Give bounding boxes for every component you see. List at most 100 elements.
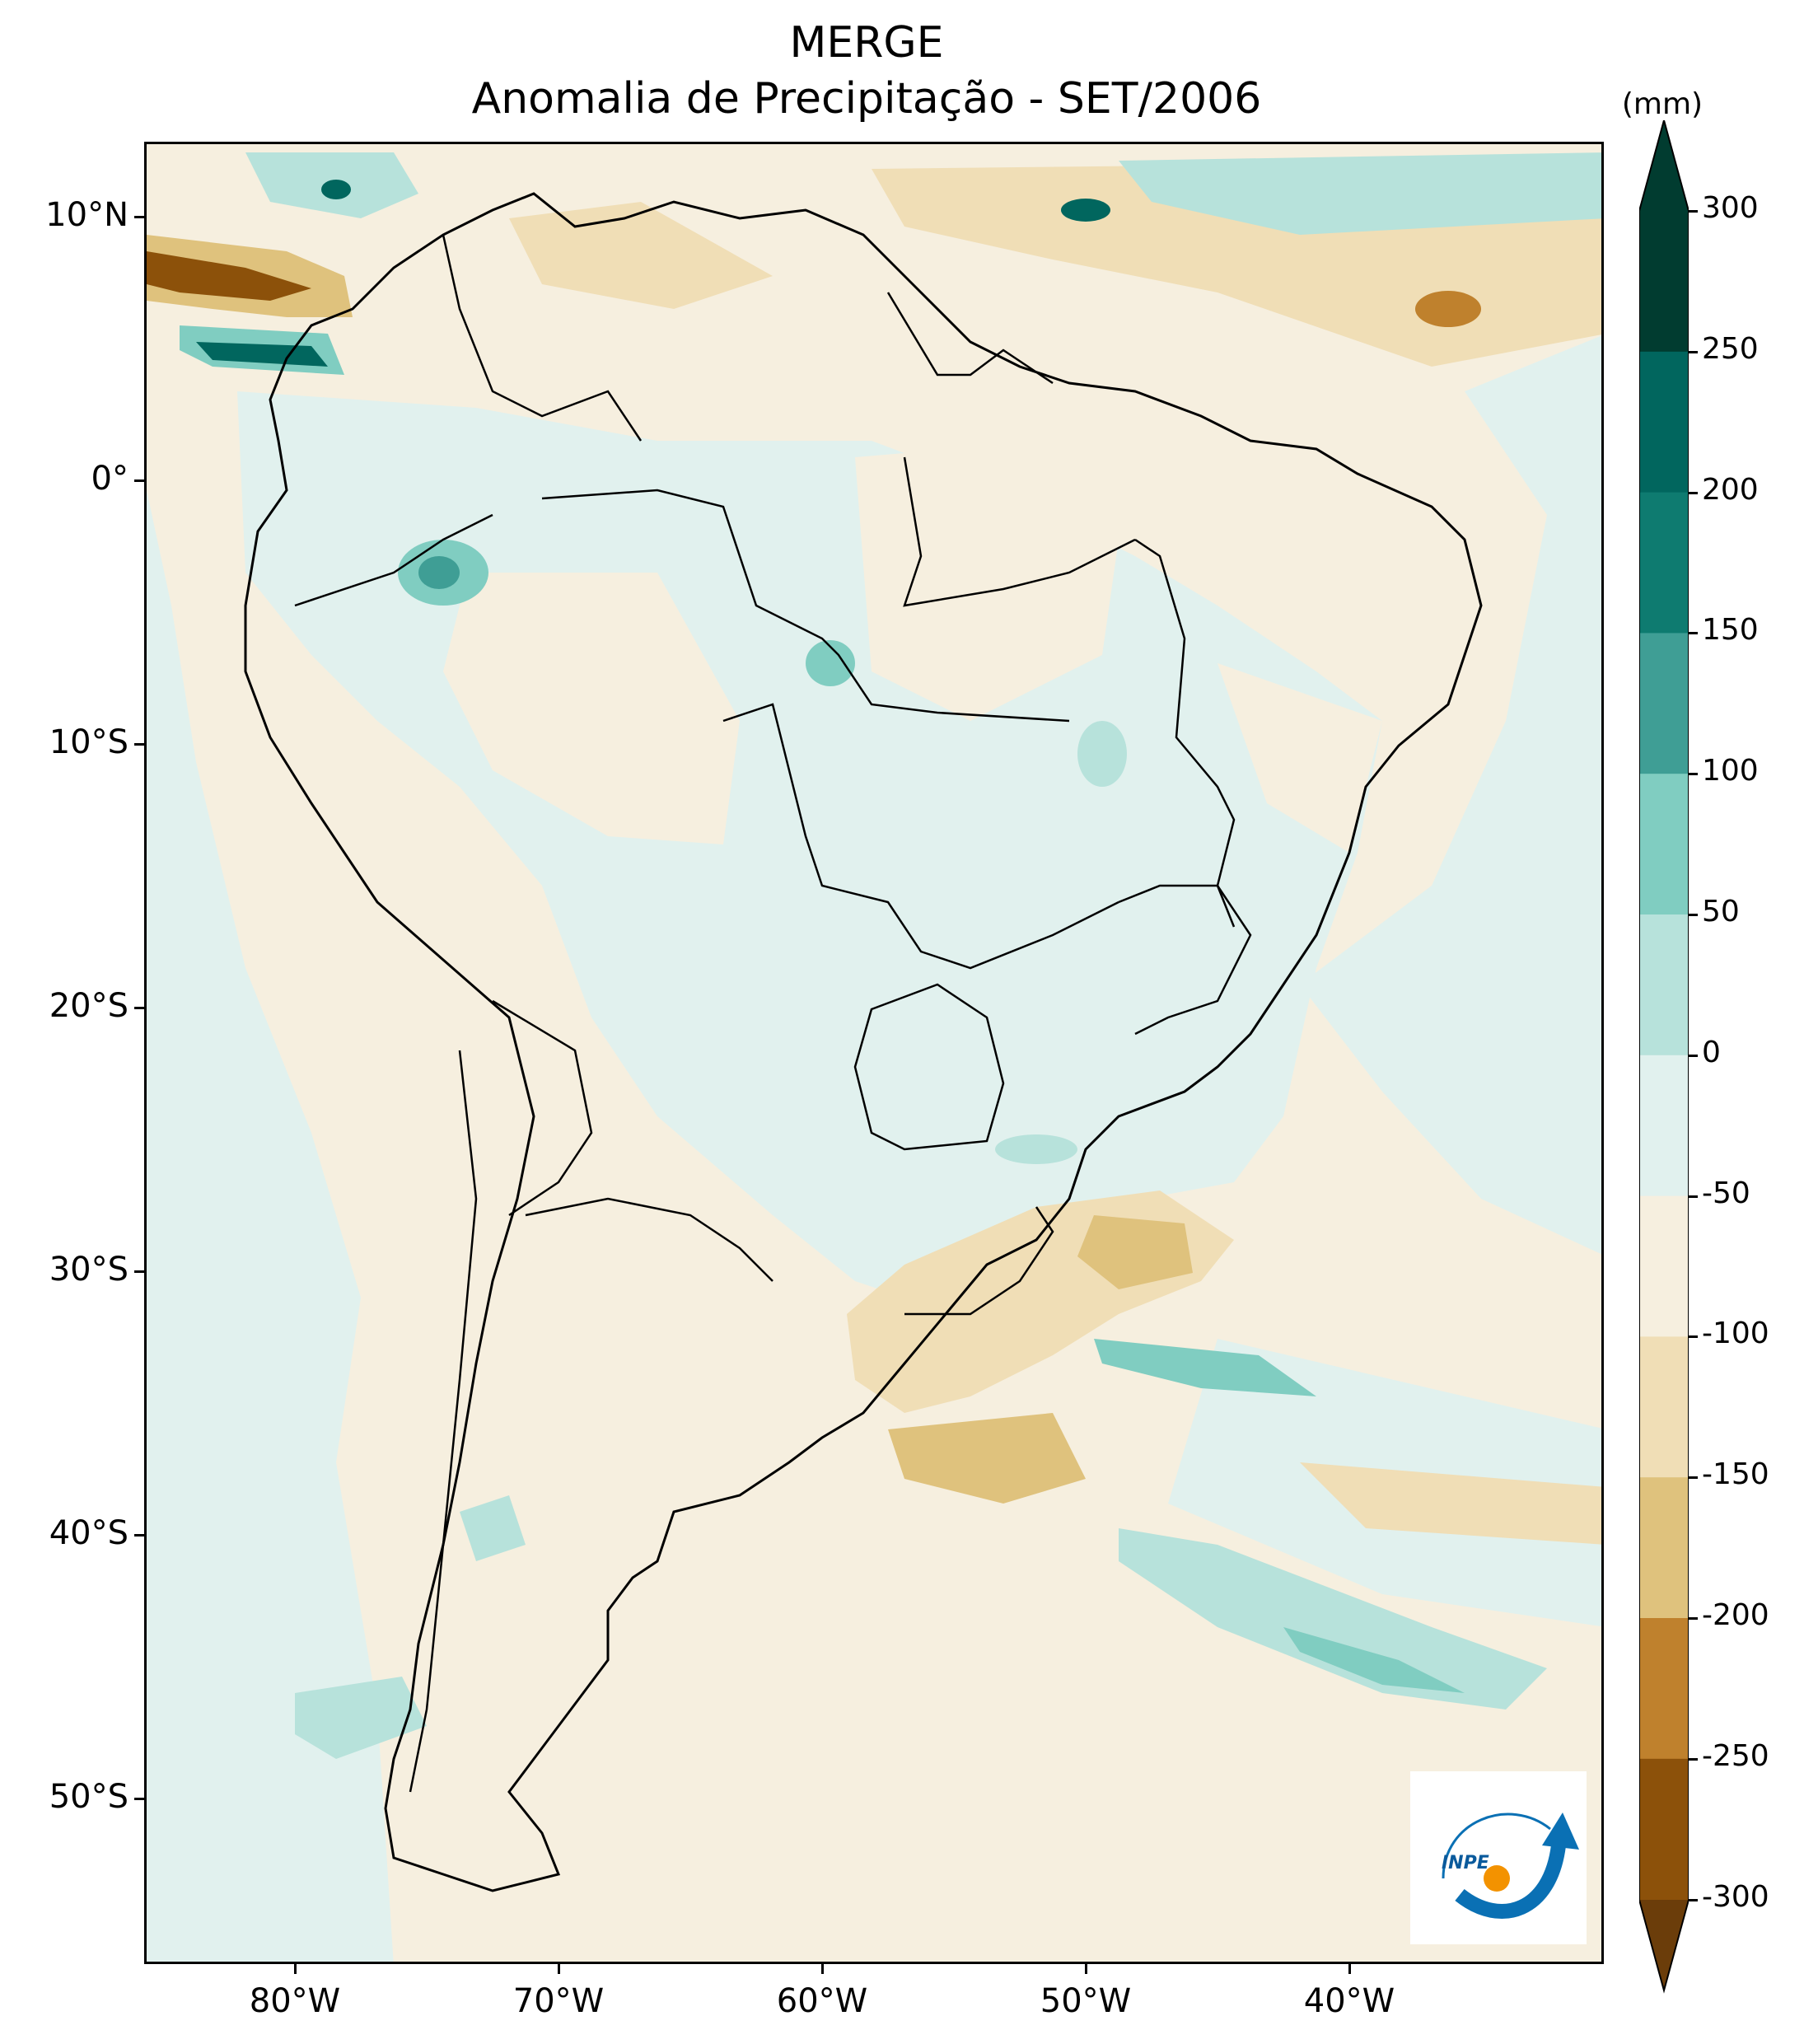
inpe-logo: INPE xyxy=(1410,1771,1587,1944)
colorbar-tickmark xyxy=(1688,1476,1698,1480)
y-tickmark xyxy=(134,1007,144,1009)
x-tickmark xyxy=(1348,1964,1351,1974)
colorbar-tickmark xyxy=(1688,350,1698,353)
amazon-teal-blob xyxy=(806,640,855,686)
pacific-light-teal xyxy=(147,490,394,1962)
caribbean-atlantic-teal xyxy=(1119,152,1601,235)
atlantic-teal-band-2 xyxy=(1119,1528,1547,1710)
south-brazil-mid-tan xyxy=(1077,1215,1193,1289)
colorbar-tickmark xyxy=(1688,1617,1698,1620)
colorbar-tickmark xyxy=(1688,1195,1698,1198)
colorbar-tick-label: 300 xyxy=(1702,191,1759,225)
colorbar-segment xyxy=(1639,351,1689,493)
x-tickmark xyxy=(821,1964,824,1974)
colorbar-tick-label: 0 xyxy=(1702,1035,1721,1069)
south-atlantic-tan xyxy=(1300,1462,1601,1545)
x-tick-80w: 80°W xyxy=(249,1982,341,2020)
y-tickmark xyxy=(134,743,144,746)
colorbar-tickmark xyxy=(1688,914,1698,916)
colorbar-tickmark xyxy=(1688,773,1698,776)
colorbar-tick-label: 250 xyxy=(1702,331,1759,366)
chart-title: MERGE xyxy=(789,18,944,68)
colorbar-tickmark xyxy=(1688,1898,1698,1901)
colorbar-tickmark xyxy=(1688,210,1698,213)
pacific-north-brown xyxy=(147,251,311,301)
y-tick-0: 0° xyxy=(91,460,129,498)
colorbar-tickmark xyxy=(1688,1335,1698,1339)
colorbar-segment xyxy=(1639,1477,1689,1619)
y-tickmark xyxy=(134,216,144,218)
colorbar-segment xyxy=(1639,1618,1689,1760)
peru-teal-core xyxy=(418,556,460,589)
colorbar-tick-label: -50 xyxy=(1702,1176,1750,1210)
venezuela-tan xyxy=(509,202,773,309)
x-tick-50w: 50°W xyxy=(1040,1982,1132,2020)
chile-inland-teal xyxy=(460,1495,526,1561)
y-tickmark xyxy=(134,1270,144,1273)
inpe-logo-graphic: INPE xyxy=(1442,1812,1579,1919)
caribbean-deep-teal-dot xyxy=(321,180,351,199)
x-tick-70w: 70°W xyxy=(512,1982,605,2020)
rio-grande-border xyxy=(904,1206,1054,1316)
guianas-border xyxy=(886,292,1054,385)
peru-ecuador-border xyxy=(294,513,493,607)
y-tick-30s: 30°S xyxy=(49,1251,129,1289)
y-tick-10s: 10°S xyxy=(49,723,129,761)
colorbar-segments xyxy=(1639,211,1689,1901)
colorbar-segment xyxy=(1639,1195,1689,1337)
colorbar-segment xyxy=(1639,914,1689,1056)
colorbar-segment xyxy=(1639,1336,1689,1478)
minas-border xyxy=(1118,884,1252,1036)
colorbar-segment xyxy=(1639,1055,1689,1197)
colorbar-segment xyxy=(1639,774,1689,915)
tocantins-teal-blob xyxy=(1077,721,1127,787)
x-tickmark xyxy=(294,1964,297,1974)
colorbar-tickmark xyxy=(1688,1757,1698,1761)
colorbar-tick-label: -100 xyxy=(1702,1317,1769,1351)
x-tick-40w: 40°W xyxy=(1303,1982,1395,2020)
mato-grosso-border xyxy=(722,703,1119,970)
chart-subtitle: Anomalia de Precipitação - SET/2006 xyxy=(471,74,1262,124)
atlantic-teal-band-core xyxy=(1283,1627,1465,1693)
y-tick-50s: 50°S xyxy=(49,1778,129,1816)
y-tick-40s: 40°S xyxy=(49,1514,129,1552)
y-tick-20s: 20°S xyxy=(49,987,129,1025)
colorbar-tick-label: 100 xyxy=(1702,754,1759,788)
logo-orbit-icon xyxy=(1442,1812,1551,1879)
argentina-north-border xyxy=(525,1197,773,1282)
colorbar-tick-label: -200 xyxy=(1702,1598,1769,1632)
atlantic-light-teal xyxy=(1300,335,1601,1255)
amazon-cream-patch xyxy=(443,573,740,844)
parana-teal-blob xyxy=(995,1134,1077,1164)
chile-argentina-border xyxy=(409,1050,478,1793)
colorbar-tickmark xyxy=(1688,1054,1698,1057)
brazil-north-border xyxy=(541,489,1070,723)
colorbar-tick-label: 50 xyxy=(1702,895,1740,928)
atlantic-brown-patch xyxy=(1415,291,1481,327)
goias-border xyxy=(1134,538,1236,928)
logo-text: INPE xyxy=(1442,1853,1489,1873)
logo-arrow-icon xyxy=(1542,1812,1579,1850)
logo-sun-icon xyxy=(1484,1865,1510,1892)
y-tickmark xyxy=(134,1798,144,1800)
colorbar-tickmark xyxy=(1688,632,1698,635)
atlantic-teal-band-1 xyxy=(1094,1339,1316,1396)
colorbar-tick-label: 200 xyxy=(1702,472,1759,507)
colorbar-segment xyxy=(1639,211,1689,353)
continent-outline xyxy=(244,192,1483,1892)
map-area xyxy=(144,142,1604,1964)
colombia-venezuela-border xyxy=(442,234,643,442)
para-cream-patch xyxy=(855,441,1119,721)
colorbar-tick-label: 150 xyxy=(1702,613,1759,648)
colorbar-tickmark xyxy=(1688,491,1698,494)
y-tickmark xyxy=(134,1534,144,1537)
x-tickmark xyxy=(558,1964,560,1974)
logo-swoosh-icon xyxy=(1455,1844,1566,1919)
colorbar-segment xyxy=(1639,633,1689,774)
anomaly-map xyxy=(147,144,1601,1962)
x-tickmark xyxy=(1085,1964,1087,1974)
argentina-coast-tan xyxy=(888,1413,1086,1504)
colorbar-bottom-arrow xyxy=(1639,1900,1689,1990)
colorbar-segment xyxy=(1639,1758,1689,1901)
colorbar-tick-label: -150 xyxy=(1702,1457,1769,1492)
